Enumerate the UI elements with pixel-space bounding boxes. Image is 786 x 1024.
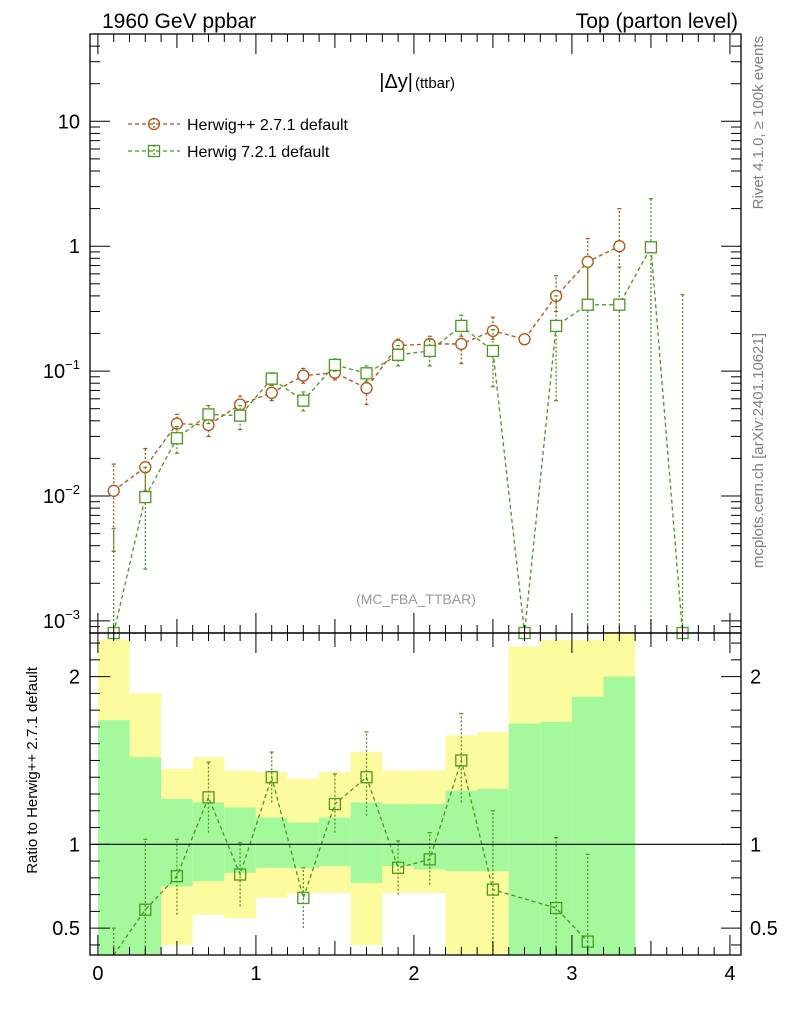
- legend: Herwig++ 2.7.1 default Herwig 7.2.1 defa…: [128, 117, 349, 161]
- data-point: [297, 369, 310, 382]
- data-point: [139, 490, 152, 504]
- header-left-label: 1960 GeV ppbar: [102, 10, 256, 33]
- ratio-y-tick-label-right: 0.5: [750, 918, 778, 940]
- data-point: [581, 298, 594, 311]
- ratio-y-tick-label-right: 1: [750, 834, 761, 856]
- data-point: [360, 382, 373, 395]
- data-point: [644, 241, 658, 254]
- main-series-layer: [107, 198, 689, 640]
- data-point: [265, 386, 278, 399]
- ratio-y-tick-label: 2: [69, 667, 80, 689]
- data-point: [391, 348, 405, 361]
- data-point: [518, 333, 531, 346]
- series-herwig7: [107, 198, 689, 640]
- ratio-series-layer: [111, 712, 594, 956]
- data-point: [297, 394, 310, 407]
- series-herwig-pp: [107, 208, 626, 634]
- series-line: [113, 245, 684, 634]
- x-tick-label: 1: [250, 963, 261, 985]
- ratio-data-point: [391, 861, 405, 874]
- legend-label-herwig7: Herwig 7.2.1 default: [187, 144, 330, 161]
- data-point: [107, 484, 120, 497]
- inner-uncertainty-band: [255, 817, 288, 868]
- inner-uncertainty-band: [603, 676, 636, 955]
- data-point: [486, 324, 500, 338]
- main-panel: 10 1 10−1 10−2 10−3 |Δy| (ttbar) (MC_FBA_TTB…: [43, 33, 742, 640]
- main-y-tick-label: 10−1: [43, 357, 80, 383]
- data-point: [455, 337, 468, 351]
- main-y-tick-label: 10−2: [43, 482, 80, 508]
- ratio-data-point: [170, 870, 184, 883]
- ratio-data-point: [486, 883, 500, 896]
- ratio-y-tick-label-right: 2: [750, 667, 761, 689]
- main-y-axis: 10 1 10−1 10−2 10−3: [43, 33, 741, 634]
- main-title: |Δy|: [379, 71, 413, 93]
- data-point: [613, 240, 626, 253]
- inner-uncertainty-band: [192, 802, 225, 882]
- data-point: [265, 372, 278, 385]
- ratio-data-point: [360, 771, 373, 784]
- inner-uncertainty-band: [97, 720, 130, 955]
- inner-uncertainty-band: [319, 817, 351, 867]
- inner-uncertainty-band: [445, 790, 478, 872]
- inner-uncertainty-band: [508, 723, 541, 955]
- data-point: [202, 418, 215, 432]
- ratio-series-herwig7: [111, 712, 594, 956]
- data-point: [455, 319, 468, 333]
- ratio-frame: [89, 632, 742, 956]
- x-tick-label: 3: [566, 963, 577, 985]
- x-tick-label: 0: [92, 963, 103, 985]
- data-point: [233, 409, 247, 422]
- main-y-tick-label: 10: [58, 111, 80, 133]
- ratio-data-point: [549, 901, 563, 915]
- legend-entry-herwig-pp: Herwig++ 2.7.1 default: [128, 117, 349, 134]
- data-point: [613, 298, 626, 311]
- rivet-version-label: Rivet 4.1.0, ≥ 100k events: [750, 36, 767, 209]
- x-tick-label: 2: [408, 963, 419, 985]
- data-point: [486, 344, 500, 358]
- ratio-data-point: [455, 754, 468, 767]
- legend-marker-herwig7: [147, 144, 161, 158]
- mcplots-credit-label: mcplots.cern.ch [arXiv:2401.10621]: [750, 333, 767, 568]
- ratio-data-point: [423, 853, 436, 866]
- main-y-tick-label: 1: [69, 236, 80, 258]
- data-point: [360, 367, 373, 380]
- ratio-data-point: [328, 797, 342, 811]
- inner-uncertainty-band: [382, 804, 414, 867]
- ratio-y-axis-title: Ratio to Herwig++ 2.7.1 default: [24, 666, 41, 874]
- legend-entry-herwig7: Herwig 7.2.1 default: [128, 144, 330, 161]
- ratio-y-tick-label: 0.5: [52, 918, 80, 940]
- inner-uncertainty-band: [287, 822, 320, 868]
- ratio-data-point: [233, 868, 247, 881]
- ratio-data-point: [265, 771, 278, 784]
- ratio-data-point: [139, 903, 152, 916]
- data-point: [549, 319, 563, 333]
- ratio-y-tick-label: 1: [69, 834, 80, 856]
- data-point: [202, 408, 215, 421]
- ratio-data-point: [202, 791, 215, 804]
- inner-uncertainty-band: [224, 807, 256, 873]
- inner-uncertainty-band: [350, 802, 383, 883]
- data-point: [581, 255, 594, 268]
- main-y-tick-label: 10−3: [43, 607, 80, 633]
- ratio-axes: 2 2 1 1 0.5 0.5 0 1 2 3 4: [52, 633, 778, 985]
- main-title-subscript: (ttbar): [415, 75, 455, 92]
- legend-label-herwig-pp: Herwig++ 2.7.1 default: [187, 117, 349, 134]
- x-tick-label: 4: [724, 963, 735, 985]
- data-point: [170, 432, 184, 445]
- data-point: [423, 344, 436, 358]
- data-point: [328, 358, 342, 372]
- ratio-panel: 2 2 1 1 0.5 0.5 0 1 2 3 4 Ratio to Herwig++ 2.7.1 …: [24, 632, 778, 985]
- header-right-label: Top (parton level): [576, 10, 738, 33]
- analysis-watermark: (MC_FBA_TTBAR): [356, 591, 476, 607]
- ratio-data-point: [297, 891, 310, 905]
- series-line: [113, 245, 620, 492]
- inner-uncertainty-band: [571, 696, 604, 955]
- legend-marker-herwig-pp: [147, 117, 161, 131]
